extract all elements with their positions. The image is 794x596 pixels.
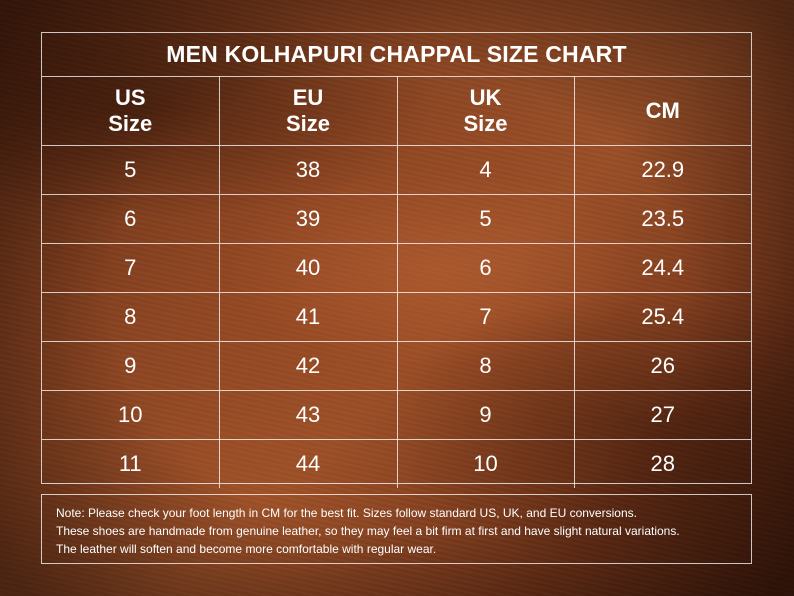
table-cell: 42 <box>218 341 398 391</box>
column-header-us: US Size <box>42 76 220 146</box>
table-row: 10 43 9 27 <box>42 390 751 440</box>
table-cell: 39 <box>218 194 398 244</box>
table-cell: 28 <box>573 439 751 488</box>
column-header-eu: EU Size <box>218 76 398 146</box>
table-cell: 11 <box>42 439 220 488</box>
note-line: These shoes are handmade from genuine le… <box>56 524 680 538</box>
column-header-cm: CM <box>573 76 751 146</box>
note-box: Note: Please check your foot length in C… <box>41 494 752 564</box>
chart-title: MEN KOLHAPURI CHAPPAL SIZE CHART <box>42 33 751 77</box>
table-row: 8 41 7 25.4 <box>42 292 751 342</box>
table-cell: 25.4 <box>573 292 751 342</box>
table-cell: 23.5 <box>573 194 751 244</box>
table-cell: 27 <box>573 390 751 440</box>
table-cell: 5 <box>396 194 575 244</box>
table-row: 9 42 8 26 <box>42 341 751 391</box>
table-row: 7 40 6 24.4 <box>42 243 751 293</box>
table-cell: 5 <box>42 145 220 195</box>
header-label: Size <box>108 110 153 136</box>
size-chart-table: US Size EU Size UK Size CM 5 <box>42 76 751 488</box>
table-cell: 6 <box>396 243 575 293</box>
size-chart-table-frame: MEN KOLHAPURI CHAPPAL SIZE CHART US Size… <box>41 32 752 488</box>
header-label: US <box>114 84 146 110</box>
table-cell: 38 <box>218 145 398 195</box>
table-cell: 26 <box>573 341 751 391</box>
table-row: 5 38 4 22.9 <box>42 145 751 195</box>
table-cell: 10 <box>396 439 575 488</box>
table-cell: 24.4 <box>573 243 751 293</box>
table-cell: 8 <box>42 292 220 342</box>
table-row: 11 44 10 28 <box>42 439 751 488</box>
table-cell: 7 <box>396 292 575 342</box>
table-cell: 7 <box>42 243 220 293</box>
table-cell: 43 <box>218 390 398 440</box>
table-row: 6 39 5 23.5 <box>42 194 751 244</box>
header-label: EU <box>292 84 324 110</box>
table-cell: 22.9 <box>573 145 751 195</box>
header-label: Size <box>285 110 331 136</box>
table-cell: 6 <box>42 194 220 244</box>
table-cell: 41 <box>218 292 398 342</box>
note-line: The leather will soften and become more … <box>56 542 437 556</box>
note-line: Note: Please check your foot length in C… <box>56 506 637 520</box>
table-cell: 9 <box>42 341 220 391</box>
table-cell: 8 <box>396 341 575 391</box>
table-cell: 10 <box>42 390 220 440</box>
table-cell: 40 <box>218 243 398 293</box>
header-label: CM <box>645 97 680 123</box>
column-header-uk: UK Size <box>396 76 575 146</box>
table-cell: 4 <box>396 145 575 195</box>
header-label: UK <box>469 84 502 110</box>
header-row: US Size EU Size UK Size CM <box>42 76 751 146</box>
header-label: Size <box>463 110 508 136</box>
table-cell: 9 <box>396 390 575 440</box>
table-cell: 44 <box>218 439 398 488</box>
